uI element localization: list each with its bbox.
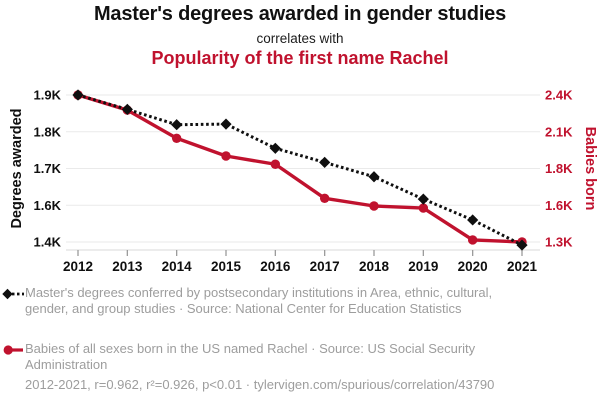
svg-text:1.3K: 1.3K	[545, 235, 573, 250]
degrees-series-marker-icon	[2, 287, 24, 301]
svg-text:2.4K: 2.4K	[545, 88, 573, 103]
svg-text:2020: 2020	[458, 259, 488, 274]
legend-text-rachel: Babies of all sexes born in the US named…	[25, 341, 476, 372]
svg-text:1.9K: 1.9K	[34, 88, 62, 103]
legend-item-rachel: Babies of all sexes born in the US named…	[2, 341, 542, 373]
plot-area: 2012 2013 2014 2015 2016 2017 2018 2019 2020 2021…	[0, 80, 600, 282]
svg-text:1.6K: 1.6K	[545, 198, 573, 213]
svg-text:2014: 2014	[162, 259, 193, 274]
rachel-series-marker-icon	[2, 343, 24, 357]
correlated-variable-title: Popularity of the first name Rachel	[151, 48, 449, 68]
svg-text:1.6K: 1.6K	[34, 198, 62, 213]
svg-text:2016: 2016	[260, 259, 291, 274]
svg-text:2013: 2013	[112, 259, 143, 274]
svg-text:2015: 2015	[211, 259, 242, 274]
svg-text:2012: 2012	[63, 259, 93, 274]
chart-title: Master's degrees awarded in gender studi…	[93, 3, 507, 25]
svg-text:1.8K: 1.8K	[545, 161, 573, 176]
svg-text:1.8K: 1.8K	[34, 124, 62, 139]
chart-canvas: 2012 2013 2014 2015 2016 2017 2018 2019 2020 2021…	[9, 88, 598, 275]
svg-text:2018: 2018	[359, 259, 390, 274]
svg-text:2021: 2021	[507, 259, 538, 274]
svg-text:2017: 2017	[310, 259, 340, 274]
svg-text:1.7K: 1.7K	[34, 161, 62, 176]
stats-footer: 2012-2021, r=0.962, r²=0.926, p<0.01 · t…	[25, 377, 495, 392]
correlates-with-label: correlates with	[256, 31, 344, 46]
svg-text:1.4K: 1.4K	[34, 235, 62, 250]
svg-text:Degrees awarded: Degrees awarded	[9, 108, 25, 228]
svg-text:2.1K: 2.1K	[545, 124, 573, 139]
svg-text:2019: 2019	[408, 259, 438, 274]
legend-text-degrees: Master's degrees conferred by postsecond…	[25, 285, 493, 316]
legend-item-degrees: Master's degrees conferred by postsecond…	[2, 285, 542, 317]
svg-text:Babies born: Babies born	[582, 127, 598, 211]
